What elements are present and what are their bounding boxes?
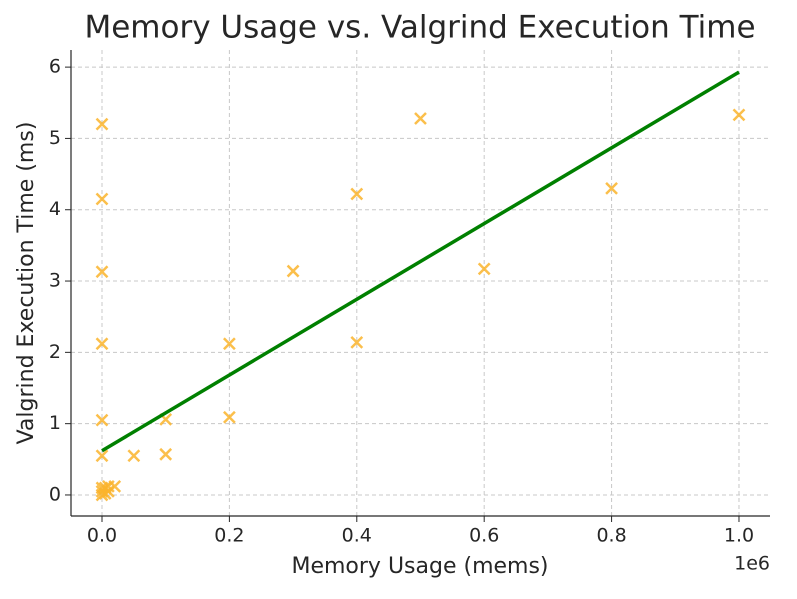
x-tick-label: 1.0	[724, 525, 754, 547]
y-axis-label: Valgrind Execution Time (ms)	[14, 122, 39, 445]
scatter-point	[101, 485, 115, 498]
y-tick-label: 5	[49, 127, 61, 149]
x-tick-label: 0.0	[87, 525, 117, 547]
x-tick-label: 0.6	[469, 525, 499, 547]
scatter-point	[95, 449, 109, 463]
y-tick-label: 3	[49, 270, 61, 292]
scatter-point	[477, 262, 491, 276]
scatter-point	[732, 108, 746, 122]
scatter-point	[350, 187, 364, 201]
scatter-point	[159, 447, 173, 461]
scatter-point	[95, 413, 109, 427]
x-tick-label: 0.8	[596, 525, 626, 547]
scatter-point	[350, 335, 364, 349]
scatter-point	[223, 410, 236, 424]
scatter-point	[605, 181, 618, 195]
scatter-point	[95, 265, 109, 279]
x-tick-label: 0.2	[214, 525, 244, 547]
scatter-point	[95, 192, 109, 206]
x-offset-label: 1e6	[734, 553, 770, 575]
y-tick-label: 4	[49, 198, 61, 220]
scatter-point	[286, 264, 300, 278]
y-tick-label: 6	[49, 56, 61, 78]
y-tick-label: 0	[49, 483, 61, 505]
fit-line	[101, 70, 740, 453]
scatter-point	[95, 117, 109, 131]
y-tick-label: 1	[49, 412, 61, 434]
x-axis-label: Memory Usage (mems)	[291, 554, 548, 579]
x-tick-label: 0.4	[342, 525, 372, 547]
scatter-point	[223, 337, 236, 351]
y-tick-label: 2	[49, 341, 61, 363]
scatter-point	[127, 449, 141, 463]
scatter-point	[95, 337, 109, 351]
chart-title: Memory Usage vs. Valgrind Execution Time	[84, 10, 755, 46]
scatter-point	[414, 112, 427, 125]
